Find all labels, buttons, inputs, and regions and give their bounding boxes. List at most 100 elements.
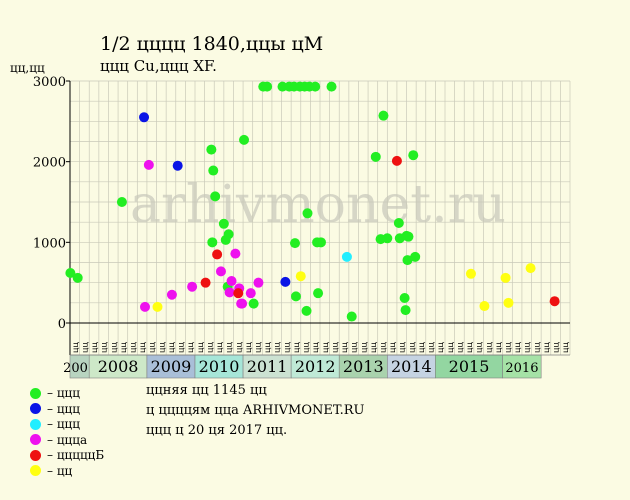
- x-tick-label: цц: [359, 342, 368, 353]
- data-point: [140, 301, 150, 312]
- x-tick-label: цц: [446, 342, 455, 353]
- data-point: [313, 288, 324, 299]
- legend-label: – цц: [47, 463, 73, 478]
- chart-subtitle: ццц Cu,ццц XF.: [100, 57, 217, 75]
- data-point: [245, 288, 256, 299]
- data-point: [295, 271, 306, 282]
- data-point: [391, 155, 402, 166]
- data-point: [378, 110, 389, 121]
- x-tick-label: цц: [379, 342, 388, 353]
- data-point: [239, 134, 250, 145]
- data-point: [233, 288, 244, 299]
- legend-label: – ццц: [47, 401, 80, 416]
- data-point: [206, 144, 217, 155]
- data-point: [382, 233, 393, 244]
- data-point: [253, 277, 264, 288]
- x-tick-label: цц: [552, 342, 561, 353]
- x-tick-label: цц: [282, 342, 291, 353]
- data-point: [315, 237, 326, 248]
- legend-entry: – ццц: [30, 386, 80, 400]
- data-point: [218, 218, 229, 229]
- note-line: ццц ц 20 ця 2017 цц.: [146, 423, 288, 438]
- x-tick-label: цц: [167, 342, 176, 353]
- x-tick-label: цц: [292, 342, 301, 353]
- legend-entry: – цц: [30, 464, 72, 478]
- legend-swatch: [30, 465, 41, 476]
- data-point: [402, 255, 413, 266]
- x-tick-label: цц: [475, 342, 484, 353]
- year-label: 2008: [98, 357, 139, 376]
- x-tick-label: цц: [177, 342, 186, 353]
- x-tick-label: цц: [205, 342, 214, 353]
- x-tick-label: цц: [311, 342, 320, 353]
- x-tick-label: цц: [369, 342, 378, 353]
- data-point: [399, 292, 410, 303]
- data-point: [500, 272, 511, 283]
- y-tick-label: 3000: [33, 75, 66, 90]
- legend-label: – ццц: [47, 386, 80, 400]
- x-tick-label: цц: [157, 342, 166, 353]
- x-tick-label: цц: [273, 342, 282, 353]
- data-point: [200, 277, 211, 288]
- x-tick-label: цц: [417, 342, 426, 353]
- year-label: 2012: [295, 357, 336, 376]
- data-point: [237, 298, 248, 309]
- year-label: 2013: [343, 357, 384, 376]
- x-tick-label: цц: [80, 342, 89, 353]
- y-axis-label: цц,цц: [10, 61, 45, 75]
- data-point: [326, 81, 337, 92]
- x-tick-label: цц: [90, 342, 99, 353]
- data-point: [341, 251, 352, 262]
- y-tick-label: 1000: [33, 236, 66, 251]
- x-tick-label: цц: [532, 342, 541, 353]
- x-tick-label: цц: [302, 342, 311, 353]
- legend-entry: – ццц: [30, 417, 80, 431]
- legend-swatch: [30, 403, 41, 414]
- x-tick-label: цц: [330, 342, 339, 353]
- data-point: [465, 268, 476, 279]
- data-point: [224, 287, 235, 298]
- legend-label: – цццццБ: [47, 448, 105, 462]
- data-point: [116, 197, 127, 207]
- x-tick-label: цц: [407, 342, 416, 353]
- year-label: 2009: [151, 357, 192, 376]
- data-point: [503, 297, 514, 308]
- data-point: [403, 231, 414, 242]
- legend-swatch: [30, 434, 41, 445]
- data-point: [479, 301, 490, 312]
- x-tick-label: цц: [465, 342, 474, 353]
- year-label: 2011: [247, 357, 288, 376]
- x-tick-label: цц: [561, 342, 570, 353]
- data-point: [215, 266, 226, 277]
- x-tick-label: цц: [225, 342, 234, 353]
- data-point: [212, 249, 223, 260]
- legend-entry: – цццa: [30, 433, 87, 447]
- legend-swatch: [30, 418, 41, 430]
- y-tick-label: 2000: [33, 156, 66, 171]
- x-tick-label: цц: [109, 342, 118, 353]
- data-point: [346, 311, 357, 322]
- data-point: [280, 276, 291, 287]
- legend-swatch: [30, 449, 41, 461]
- x-tick-label: цц: [196, 342, 205, 353]
- data-point: [400, 305, 411, 316]
- x-tick-label: цц: [340, 342, 349, 353]
- x-tick-label: цц: [244, 342, 253, 353]
- y-tick-label: 0: [58, 317, 66, 332]
- x-tick-label: цц: [148, 342, 157, 353]
- legend-swatch: [30, 387, 41, 399]
- year-label: 2014: [391, 357, 432, 376]
- data-point: [139, 112, 150, 123]
- data-point: [393, 217, 404, 228]
- x-tick-label: цц: [388, 342, 397, 353]
- data-point: [210, 191, 221, 202]
- watermark: arhivmonet.ru: [130, 175, 506, 235]
- data-point: [152, 301, 163, 312]
- year-label: 2016: [505, 361, 538, 376]
- data-point: [290, 238, 300, 249]
- data-point: [262, 81, 273, 92]
- legend-entry: – ццц: [30, 402, 80, 416]
- x-tick-label: цц: [427, 342, 436, 353]
- x-tick-label: цц: [138, 342, 147, 353]
